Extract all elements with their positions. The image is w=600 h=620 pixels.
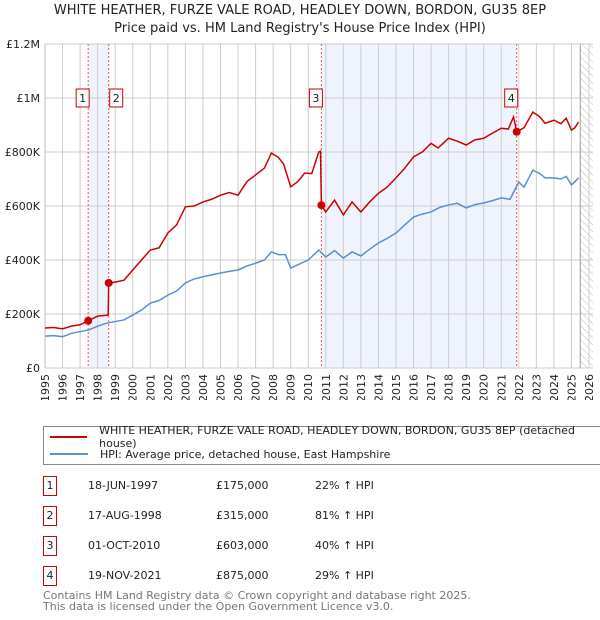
legend: WHITE HEATHER, FURZE VALE ROAD, HEADLEY … [43, 424, 600, 465]
x-tick-label: 2013 [355, 374, 368, 400]
x-tick-label: 2019 [460, 374, 473, 400]
y-tick-label: £800K [5, 146, 41, 159]
sale-label-number: 2 [113, 92, 120, 105]
x-tick-label: 2002 [162, 374, 175, 400]
sale-label-box [75, 88, 90, 108]
y-tick-label: £0 [26, 362, 40, 375]
y-tick-label: £1M [17, 92, 41, 105]
x-tick-label: 1995 [39, 374, 52, 400]
sale-vs-hpi: 81% ↑ HPI [315, 509, 374, 522]
x-tick-label: 1998 [92, 374, 105, 400]
x-tick-label: 1999 [109, 374, 122, 400]
legend-label-hpi: HPI: Average price, detached house, East… [100, 447, 391, 461]
x-tick-label: 2021 [495, 374, 508, 400]
x-tick-label: 2017 [425, 374, 438, 400]
legend-item-hpi: HPI: Average price, detached house, East… [44, 446, 390, 462]
sale-label-box [504, 88, 519, 108]
sale-price: £175,000 [216, 479, 269, 492]
footer-copyright: Contains HM Land Registry data © Crown c… [43, 589, 471, 602]
x-tick-label: 2001 [144, 374, 157, 400]
x-tick-label: 2014 [372, 374, 385, 400]
sale-vs-hpi: 22% ↑ HPI [315, 479, 374, 492]
sale-label-number: 3 [312, 92, 319, 105]
sale-label-box [109, 88, 124, 108]
x-tick-label: 2008 [267, 374, 280, 400]
x-tick-label: 2026 [583, 374, 596, 400]
sale-vs-hpi: 29% ↑ HPI [315, 569, 374, 582]
sale-label-number: 4 [508, 92, 515, 105]
x-tick-label: 2012 [337, 374, 350, 400]
sale-number-badge: 2 [43, 506, 57, 526]
sale-price: £875,000 [216, 569, 269, 582]
sale-point [512, 127, 521, 136]
sale-number-badge: 3 [43, 536, 57, 556]
sale-label-number: 1 [79, 92, 86, 105]
sale-date: 19-NOV-2021 [88, 569, 162, 582]
sale-point [84, 316, 93, 325]
sale-date: 18-JUN-1997 [88, 479, 159, 492]
x-tick-label: 2024 [548, 374, 561, 400]
hpi-series-line [44, 169, 580, 338]
x-tick-label: 2020 [478, 374, 491, 400]
x-tick-label: 2025 [565, 374, 578, 400]
price-chart: 1995 1996 1997 1998 1999 2000 2001 2002 2003 2004… [5, 38, 596, 400]
x-tick-label: 2006 [232, 374, 245, 400]
x-tick-label: 2000 [127, 374, 140, 400]
x-tick-label: 2016 [408, 374, 421, 400]
footer-licence: This data is licensed under the Open Gov… [43, 600, 394, 613]
x-tick-label: 2003 [179, 374, 192, 400]
sale-date: 17-AUG-1998 [88, 509, 162, 522]
sale-number-badge: 1 [43, 476, 57, 496]
chart-subtitle: Price paid vs. HM Land Registry's House … [114, 21, 486, 36]
x-tick-label: 2015 [390, 374, 403, 400]
sale-point [104, 278, 113, 287]
sale-price: £315,000 [216, 509, 269, 522]
y-tick-label: £1.2M [6, 38, 40, 51]
x-tick-label: 2022 [513, 374, 526, 400]
x-tick-label: 1997 [74, 374, 87, 400]
x-tick-label: 2009 [285, 374, 298, 400]
x-tick-label: 1996 [57, 374, 70, 400]
red-line-swatch [50, 436, 88, 438]
legend-item-property: WHITE HEATHER, FURZE VALE ROAD, HEADLEY … [44, 424, 600, 450]
blue-line-swatch [50, 453, 88, 455]
sale-date: 01-OCT-2010 [88, 539, 161, 552]
sale-label-box [308, 88, 323, 108]
x-tick-label: 2004 [197, 374, 210, 400]
x-tick-label: 2018 [443, 374, 456, 400]
x-tick-label: 2011 [320, 374, 333, 400]
y-tick-label: £600K [5, 200, 41, 213]
y-tick-label: £200K [5, 308, 41, 321]
sale-vs-hpi: 40% ↑ HPI [315, 539, 374, 552]
x-tick-label: 2023 [530, 374, 543, 400]
sale-point [317, 201, 326, 210]
sale-number-badge: 4 [43, 566, 57, 586]
property-series-line [44, 110, 580, 330]
y-tick-label: £400K [5, 254, 41, 267]
x-tick-label: 2005 [214, 374, 227, 400]
legend-label-property: WHITE HEATHER, FURZE VALE ROAD, HEADLEY … [99, 424, 575, 450]
chart-title: WHITE HEATHER, FURZE VALE ROAD, HEADLEY … [53, 3, 547, 18]
x-tick-label: 2010 [302, 374, 315, 400]
x-tick-label: 2007 [250, 374, 263, 400]
sale-price: £603,000 [216, 539, 269, 552]
